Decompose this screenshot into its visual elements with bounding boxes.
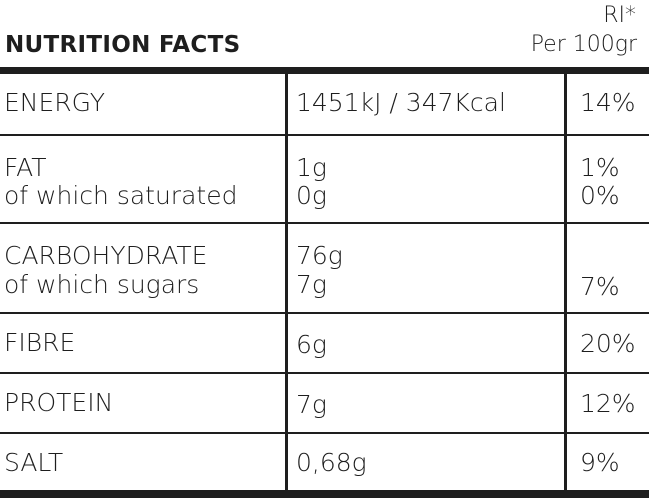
ri-header: RI* xyxy=(603,3,636,28)
row-ri: 1% xyxy=(580,153,620,182)
table-row-protein: PROTEIN 7g 12% xyxy=(0,374,649,434)
page-title: NUTRITION FACTS xyxy=(5,32,241,58)
row-value: 1g xyxy=(296,153,327,182)
row-label: CARBOHYDRATE xyxy=(4,241,208,270)
row-label: SALT xyxy=(4,448,64,477)
row-ri: 9% xyxy=(580,448,620,477)
table-row-salt: SALT 0,68g 9% xyxy=(0,434,649,490)
row-ri: 14% xyxy=(580,88,636,117)
table-row-energy: ENERGY 1451kJ / 347Kcal 14% xyxy=(0,74,649,136)
row-label: ENERGY xyxy=(4,88,106,117)
row-sublabel: of which saturated xyxy=(4,181,238,210)
row-value: 0,68g xyxy=(296,448,367,477)
row-subri: 0% xyxy=(580,181,620,210)
row-ri: 12% xyxy=(580,389,636,418)
row-value: 76g xyxy=(296,241,343,270)
row-label: FAT xyxy=(4,153,47,182)
row-value: 6g xyxy=(296,330,327,359)
row-label: FIBRE xyxy=(4,328,76,357)
table-row-fibre: FIBRE 6g 20% xyxy=(0,314,649,374)
table-row-carbohydrate: CARBOHYDRATE of which sugars 76g 7g 7% xyxy=(0,224,649,314)
table-row-fat: FAT of which saturated 1g 0g 1% 0% xyxy=(0,136,649,224)
row-sublabel: of which sugars xyxy=(4,270,200,299)
column-divider xyxy=(285,74,288,490)
row-label: PROTEIN xyxy=(4,388,114,417)
nutrition-table: ENERGY 1451kJ / 347Kcal 14% FAT of which… xyxy=(0,67,649,498)
row-subvalue: 7g xyxy=(296,270,327,299)
row-subvalue: 0g xyxy=(296,181,327,210)
row-value: 1451kJ / 347Kcal xyxy=(296,88,506,117)
row-subri: 7% xyxy=(580,272,620,301)
per-100g-header: Per 100gr xyxy=(530,32,637,57)
column-divider xyxy=(564,74,567,490)
row-ri: 20% xyxy=(580,329,636,358)
row-value: 7g xyxy=(296,390,327,419)
